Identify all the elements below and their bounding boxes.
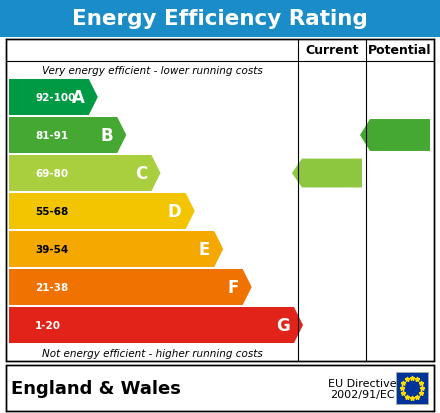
Text: Not energy efficient - higher running costs: Not energy efficient - higher running co…	[42, 348, 262, 358]
Text: 21-38: 21-38	[35, 282, 68, 292]
Text: 69-80: 69-80	[35, 169, 68, 178]
Text: 81-91: 81-91	[35, 131, 68, 141]
Text: Current: Current	[305, 44, 359, 57]
Text: 92-100: 92-100	[35, 93, 75, 103]
Text: G: G	[276, 316, 290, 334]
Text: Very energy efficient - lower running costs: Very energy efficient - lower running co…	[42, 66, 262, 76]
Text: 86: 86	[389, 127, 411, 145]
Text: 39-54: 39-54	[35, 244, 68, 254]
Text: 71: 71	[320, 165, 344, 183]
Text: EU Directive: EU Directive	[328, 378, 396, 388]
Text: 2002/91/EC: 2002/91/EC	[330, 389, 394, 399]
Text: F: F	[227, 278, 238, 296]
Text: B: B	[101, 127, 114, 145]
Text: Potential: Potential	[368, 44, 432, 57]
Text: Energy Efficiency Rating: Energy Efficiency Rating	[72, 9, 368, 29]
Text: E: E	[199, 240, 210, 259]
Text: C: C	[135, 165, 147, 183]
Text: 55-68: 55-68	[35, 206, 68, 216]
Text: A: A	[72, 89, 85, 107]
Text: 1-20: 1-20	[35, 320, 61, 330]
Text: England & Wales: England & Wales	[11, 379, 181, 397]
Text: D: D	[168, 202, 182, 221]
